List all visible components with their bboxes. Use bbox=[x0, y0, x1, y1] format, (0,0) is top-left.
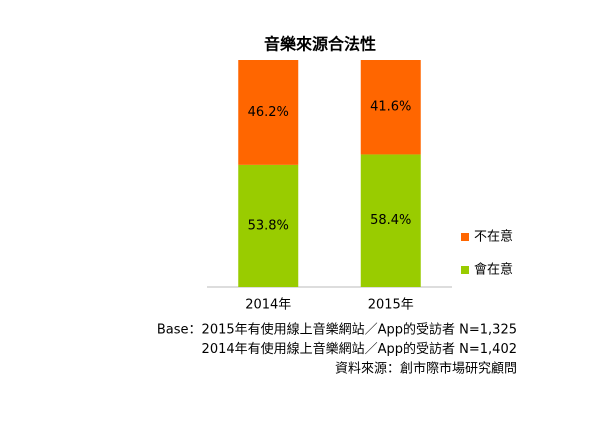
legend-label: 會在意 bbox=[474, 262, 513, 278]
value-label: 46.2% bbox=[248, 105, 289, 120]
bar-segment bbox=[238, 164, 299, 287]
value-label: 53.8% bbox=[248, 218, 289, 233]
legend-swatch bbox=[461, 266, 469, 274]
footnote: 資料來源：創市際市場研究顧問 bbox=[335, 361, 517, 377]
legend-label: 不在意 bbox=[474, 229, 513, 245]
value-label: 41.6% bbox=[370, 100, 411, 115]
bar-segment bbox=[360, 154, 421, 287]
x-tick-label: 2014年 bbox=[245, 298, 291, 313]
x-tick-label: 2015年 bbox=[368, 298, 414, 313]
footnote: Base：2015年有使用線上音樂網站／App的受訪者 N=1,325 bbox=[157, 322, 517, 338]
chart-title: 音樂來源合法性 bbox=[264, 35, 376, 54]
value-label: 58.4% bbox=[370, 213, 411, 228]
bar-segment bbox=[238, 60, 299, 165]
footnote: 2014年有使用線上音樂網站／App的受訪者 N=1,402 bbox=[202, 341, 517, 357]
legend-swatch bbox=[461, 233, 469, 241]
bar-segment bbox=[360, 60, 421, 155]
